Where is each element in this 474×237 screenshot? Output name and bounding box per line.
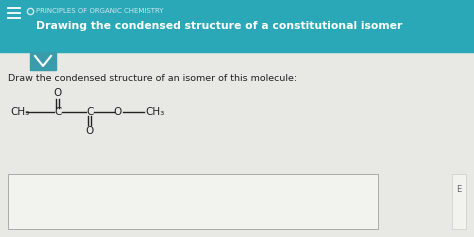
Text: CH₃: CH₃ (145, 107, 164, 117)
Text: E: E (456, 186, 462, 195)
Bar (8, 174, 378, 229)
Text: Drawing the condensed structure of a constitutional isomer: Drawing the condensed structure of a con… (36, 21, 402, 31)
Text: PRINCIPLES OF ORGANIC CHEMISTRY: PRINCIPLES OF ORGANIC CHEMISTRY (36, 8, 164, 14)
Text: O: O (86, 126, 94, 136)
Bar (0, 0, 474, 52)
Text: C: C (55, 107, 62, 117)
Bar (30, 52, 56, 70)
Bar (452, 174, 466, 229)
Text: Draw the condensed structure of an isomer of this molecule:: Draw the condensed structure of an isome… (8, 74, 297, 83)
Text: O: O (114, 107, 122, 117)
Text: O: O (54, 88, 62, 98)
Text: C: C (86, 107, 94, 117)
Text: CH₃: CH₃ (10, 107, 29, 117)
